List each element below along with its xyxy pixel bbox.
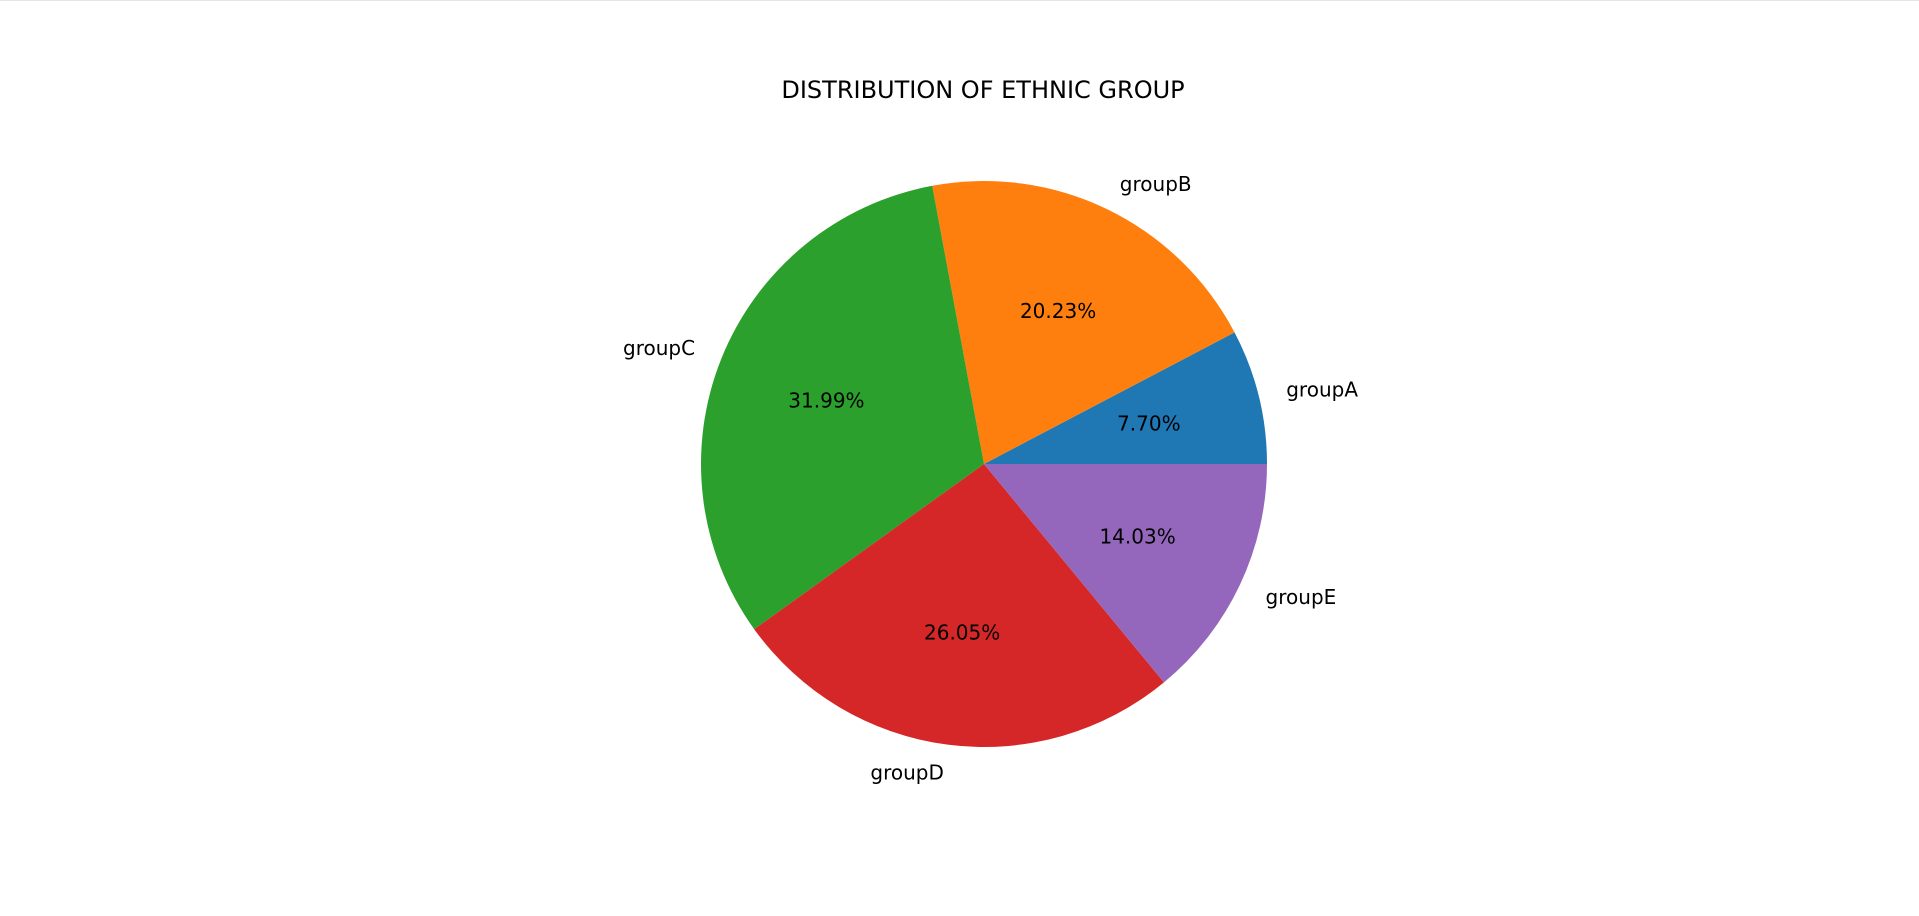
slice-label-groupC: groupC: [623, 336, 695, 360]
pie-slices: [700, 181, 1267, 748]
slice-label-groupE: groupE: [1266, 585, 1337, 609]
pie-slice-groupD: [754, 464, 1164, 748]
pie-slice-groupA: [984, 332, 1267, 464]
pie-labels: groupA 7.70% groupB 20.23% groupC 31.99% group…: [623, 172, 1358, 785]
slice-percent-groupC: 31.99%: [788, 389, 864, 413]
pie-slice-groupB: [932, 181, 1235, 464]
slice-percent-groupD: 26.05%: [924, 620, 1000, 644]
pie-slice-groupC: [700, 185, 984, 630]
slice-percent-groupA: 7.70%: [1117, 411, 1181, 435]
top-border: [0, 0, 1919, 1]
slice-label-groupB: groupB: [1120, 172, 1192, 196]
slice-percent-groupB: 20.23%: [1020, 299, 1096, 323]
pie-slice-groupE: [984, 464, 1267, 683]
slice-label-groupD: groupD: [870, 761, 944, 785]
slice-percent-groupE: 14.03%: [1099, 524, 1175, 548]
slice-label-groupA: groupA: [1286, 377, 1358, 401]
chart-title: DISTRIBUTION OF ETHNIC GROUP: [781, 76, 1184, 104]
